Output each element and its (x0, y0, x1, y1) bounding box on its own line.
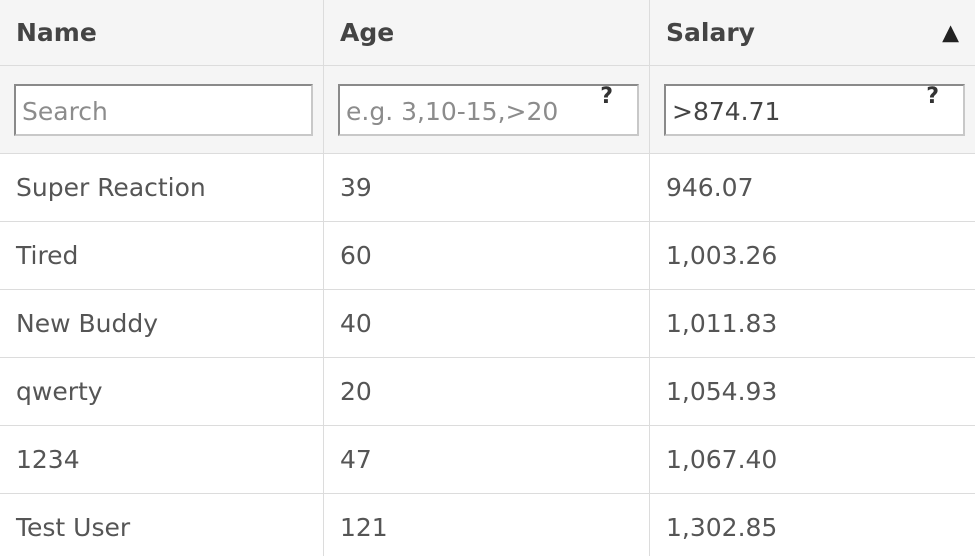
salary-cell: 1,011.83 (666, 309, 778, 338)
salary-cell: 946.07 (666, 173, 754, 202)
age-cell: 60 (324, 222, 650, 289)
table-row[interactable]: Super Reaction 39 946.07 (0, 154, 975, 222)
column-header-label: Salary (666, 18, 755, 47)
salary-cell: 1,302.85 (666, 513, 778, 542)
age-cell: 20 (324, 358, 650, 425)
column-header-name[interactable]: Name (0, 0, 324, 65)
salary-cell: 1,067.40 (666, 445, 778, 474)
salary-cell: 1,054.93 (666, 377, 778, 406)
filter-cell-age: ? (324, 66, 650, 153)
name-cell: Super Reaction (0, 154, 324, 221)
table-row[interactable]: New Buddy 40 1,011.83 (0, 290, 975, 358)
help-icon[interactable]: ? (600, 84, 613, 109)
column-header-label: Age (340, 18, 395, 47)
header-row: Name Age Salary ▲ (0, 0, 975, 66)
name-cell: qwerty (0, 358, 324, 425)
name-cell: New Buddy (0, 290, 324, 357)
name-cell: Test User (0, 494, 324, 556)
age-filter-input[interactable] (338, 83, 639, 136)
name-filter-input[interactable] (14, 83, 313, 136)
filter-row: ? ? (0, 66, 975, 154)
table-row[interactable]: Tired 60 1,003.26 (0, 222, 975, 290)
table-row[interactable]: Test User 121 1,302.85 (0, 494, 975, 556)
column-header-salary[interactable]: Salary ▲ (650, 0, 975, 65)
help-icon[interactable]: ? (926, 84, 939, 109)
table-row[interactable]: 1234 47 1,067.40 (0, 426, 975, 494)
age-cell: 39 (324, 154, 650, 221)
salary-filter-input[interactable] (664, 83, 965, 136)
filter-cell-name (0, 66, 324, 153)
column-header-age[interactable]: Age (324, 0, 650, 65)
salary-cell: 1,003.26 (666, 241, 778, 270)
age-cell: 121 (324, 494, 650, 556)
name-cell: Tired (0, 222, 324, 289)
filter-cell-salary: ? (650, 66, 975, 153)
table-row[interactable]: qwerty 20 1,054.93 (0, 358, 975, 426)
sort-ascending-icon[interactable]: ▲ (942, 20, 959, 45)
age-cell: 47 (324, 426, 650, 493)
age-cell: 40 (324, 290, 650, 357)
column-header-label: Name (16, 18, 97, 47)
name-cell: 1234 (0, 426, 324, 493)
